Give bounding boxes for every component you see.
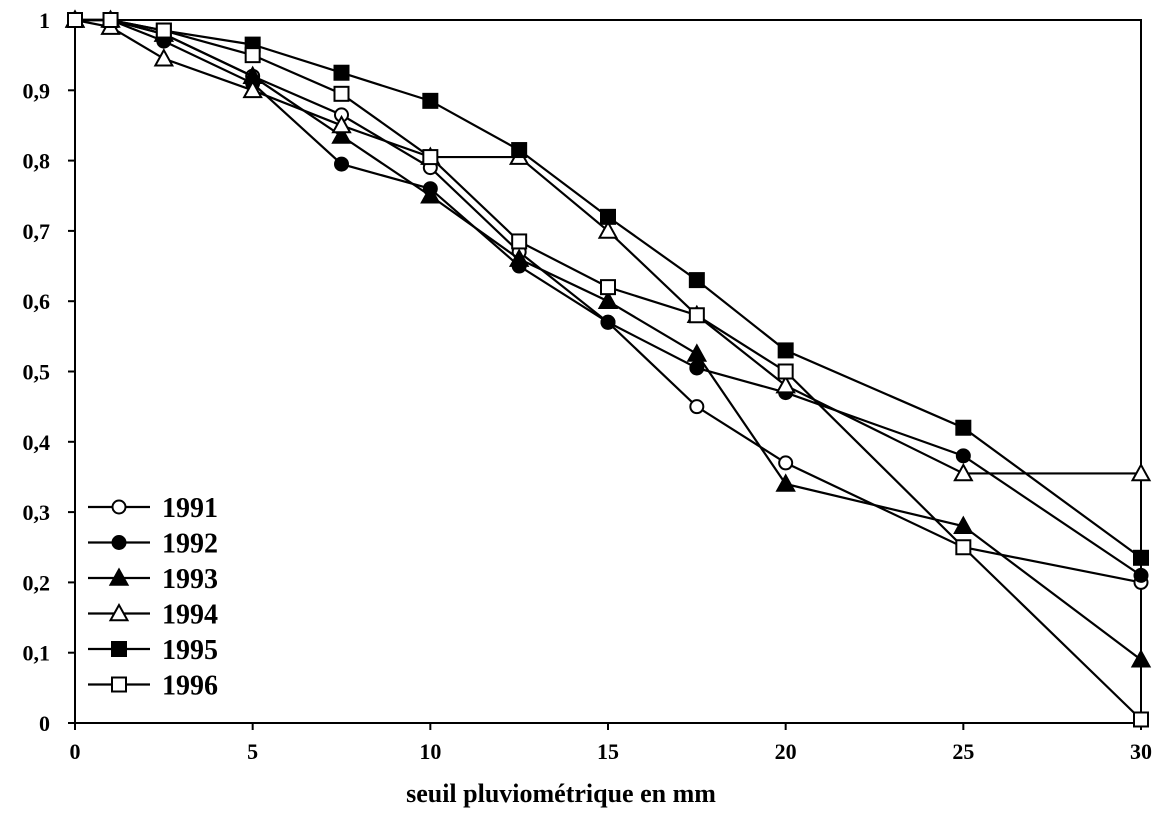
series-1993 xyxy=(64,9,1152,668)
x-tick-label: 25 xyxy=(952,739,974,764)
data-point-1995 xyxy=(600,208,616,225)
data-point-1992 xyxy=(600,314,616,330)
legend-item-1991: 1991 xyxy=(88,493,218,524)
legend-item-1992: 1992 xyxy=(88,529,218,560)
legend-label: 1993 xyxy=(162,564,218,595)
legend-marker xyxy=(111,676,127,693)
x-tick-label: 5 xyxy=(247,739,258,764)
series-layer xyxy=(64,9,1152,728)
data-point-1996 xyxy=(955,539,972,556)
data-point-1995 xyxy=(422,92,439,109)
data-point-1996 xyxy=(688,307,705,324)
data-point-1993 xyxy=(775,473,796,492)
data-point-1996 xyxy=(422,149,439,166)
data-point-1993 xyxy=(1130,649,1152,668)
series-1994 xyxy=(64,9,1152,482)
data-point-1996 xyxy=(155,22,172,39)
series-line-1993 xyxy=(75,18,1142,661)
data-point-1995 xyxy=(688,272,705,289)
data-point-1992 xyxy=(955,448,971,464)
y-tick-label: 0,2 xyxy=(23,570,51,595)
data-point-1996 xyxy=(511,233,528,250)
x-tick-label: 20 xyxy=(775,739,797,764)
data-point-1994 xyxy=(331,114,352,134)
legend-item-1993: 1993 xyxy=(88,564,218,595)
y-tick-label: 1 xyxy=(39,8,50,33)
data-point-1996 xyxy=(244,47,261,64)
y-tick-label: 0,7 xyxy=(23,219,51,244)
data-point-1996 xyxy=(102,12,119,28)
data-point-1995 xyxy=(511,142,528,159)
legend-label: 1994 xyxy=(162,600,218,631)
x-tick-label: 10 xyxy=(419,739,441,764)
data-point-1993 xyxy=(508,248,530,267)
data-point-1992 xyxy=(1133,567,1149,583)
data-point-1995 xyxy=(777,342,794,359)
y-tick-label: 0,6 xyxy=(23,289,51,314)
x-axis-title: seuil pluviométrique en mm xyxy=(406,779,716,808)
y-tick-label: 0 xyxy=(39,711,50,736)
legend-marker xyxy=(111,499,127,515)
legend-item-1996: 1996 xyxy=(88,671,218,702)
y-tick-label: 0,4 xyxy=(23,430,51,455)
y-tick-label: 0,9 xyxy=(23,78,51,103)
legend-marker xyxy=(108,567,130,586)
data-point-1993 xyxy=(686,343,708,362)
data-point-1991 xyxy=(689,399,705,415)
data-point-1994 xyxy=(153,48,175,67)
legend-label: 1991 xyxy=(162,493,218,524)
series-line-1994 xyxy=(74,18,1141,475)
data-point-1994 xyxy=(242,79,263,99)
legend-marker xyxy=(108,602,130,622)
legend-label: 1992 xyxy=(162,529,218,560)
y-tick-label: 0,3 xyxy=(23,500,51,525)
data-point-1996 xyxy=(1133,711,1149,728)
data-point-1992 xyxy=(334,156,349,172)
plot-frame xyxy=(74,19,1142,724)
legend-marker xyxy=(111,641,127,657)
data-point-1994 xyxy=(775,375,796,394)
data-point-1993 xyxy=(597,290,619,309)
legend-marker xyxy=(111,535,127,550)
y-tick-label: 0,8 xyxy=(23,149,51,174)
legend-item-1994: 1994 xyxy=(88,600,218,631)
data-point-1993 xyxy=(953,515,974,534)
data-point-1995 xyxy=(333,64,350,81)
x-tick-label: 15 xyxy=(597,739,619,764)
x-axis: 0 5 10 15 20 25 30 xyxy=(70,723,1152,764)
data-point-1994 xyxy=(953,462,974,482)
data-point-1991 xyxy=(778,455,794,471)
y-tick-label: 0,5 xyxy=(23,360,51,385)
legend-label: 1996 xyxy=(162,671,218,702)
data-point-1994 xyxy=(1130,462,1152,482)
y-tick-label: 0,1 xyxy=(23,641,51,666)
x-tick-label: 30 xyxy=(1130,739,1152,764)
x-tick-label: 0 xyxy=(70,739,81,764)
legend-item-1995: 1995 xyxy=(88,635,218,666)
data-point-1996 xyxy=(333,85,350,102)
data-point-1995 xyxy=(1133,549,1149,566)
legend-label: 1995 xyxy=(162,635,218,666)
data-point-1993 xyxy=(420,185,441,204)
data-point-1994 xyxy=(597,220,619,239)
series-line-1996 xyxy=(75,18,1142,721)
data-point-1993 xyxy=(331,125,352,144)
data-point-1996 xyxy=(777,363,794,380)
data-point-1996 xyxy=(600,279,616,296)
legend: 1991 1992 1993 1994 1995 1996 xyxy=(88,493,218,702)
data-point-1996 xyxy=(67,12,83,28)
data-point-1995 xyxy=(955,419,972,436)
series-1996 xyxy=(67,12,1149,728)
y-axis: 0 0,1 0,2 0,3 0,4 0,5 0,6 0,7 0,8 0,9 1 xyxy=(23,8,75,736)
data-point-1992 xyxy=(689,360,705,376)
